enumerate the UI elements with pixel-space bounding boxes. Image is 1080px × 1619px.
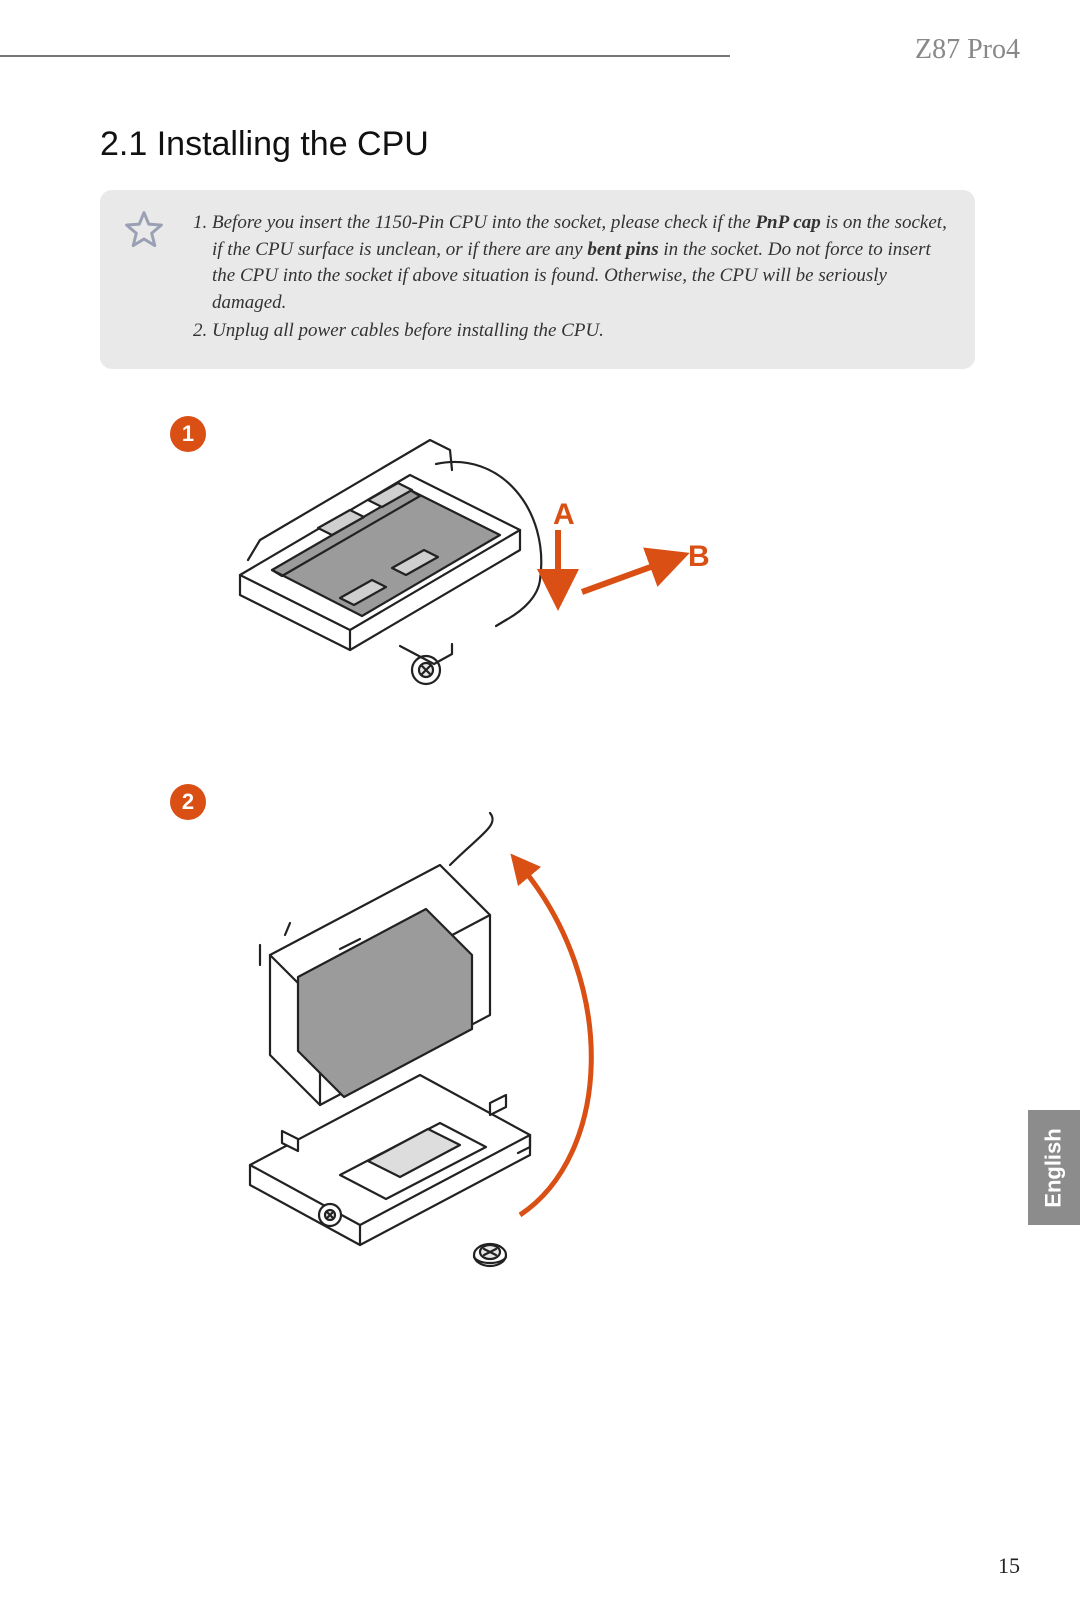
- star-icon: [122, 208, 166, 252]
- section-title: 2.1 Installing the CPU: [100, 125, 429, 164]
- note-text: Unplug all power cables before installin…: [212, 320, 604, 341]
- page-number: 15: [998, 1553, 1020, 1579]
- arrow-label-b: B: [688, 540, 710, 574]
- note-item-1: Before you insert the 1150-Pin CPU into …: [212, 210, 951, 316]
- figure-step-1: [200, 420, 740, 750]
- note-item-2: Unplug all power cables before installin…: [212, 318, 951, 345]
- note-text: Before you insert the 1150-Pin CPU into …: [212, 212, 755, 233]
- figure-step-2: [190, 805, 690, 1305]
- note-bold: bent pins: [587, 239, 658, 260]
- note-list: Before you insert the 1150-Pin CPU into …: [186, 210, 951, 345]
- header-rule: [0, 55, 730, 57]
- arrow-label-a: A: [553, 498, 575, 532]
- note-bold: PnP cap: [755, 212, 820, 233]
- language-label: English: [1041, 1128, 1067, 1207]
- note-box: Before you insert the 1150-Pin CPU into …: [100, 190, 975, 369]
- product-name: Z87 Pro4: [915, 34, 1020, 66]
- language-tab: English: [1028, 1110, 1080, 1225]
